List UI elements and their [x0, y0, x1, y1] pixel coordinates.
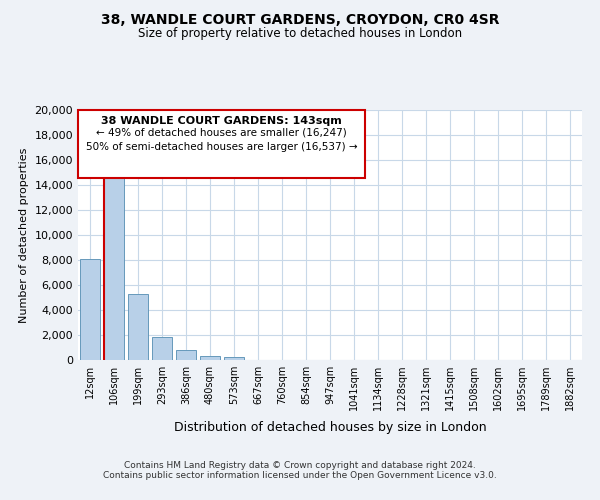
Text: Size of property relative to detached houses in London: Size of property relative to detached ho… — [138, 28, 462, 40]
Text: 50% of semi-detached houses are larger (16,537) →: 50% of semi-detached houses are larger (… — [86, 142, 358, 152]
Text: 38 WANDLE COURT GARDENS: 143sqm: 38 WANDLE COURT GARDENS: 143sqm — [101, 116, 342, 126]
Y-axis label: Number of detached properties: Number of detached properties — [19, 148, 29, 322]
Bar — [200, 356, 220, 360]
Bar — [104, 152, 124, 360]
Text: 38, WANDLE COURT GARDENS, CROYDON, CR0 4SR: 38, WANDLE COURT GARDENS, CROYDON, CR0 4… — [101, 12, 499, 26]
Bar — [80, 259, 100, 360]
Text: ← 49% of detached houses are smaller (16,247): ← 49% of detached houses are smaller (16… — [96, 128, 347, 138]
Text: Contains HM Land Registry data © Crown copyright and database right 2024.
Contai: Contains HM Land Registry data © Crown c… — [103, 460, 497, 480]
Bar — [152, 337, 172, 360]
Bar — [224, 357, 244, 360]
Bar — [128, 294, 148, 360]
Bar — [176, 350, 196, 360]
X-axis label: Distribution of detached houses by size in London: Distribution of detached houses by size … — [173, 422, 487, 434]
FancyBboxPatch shape — [78, 110, 365, 178]
